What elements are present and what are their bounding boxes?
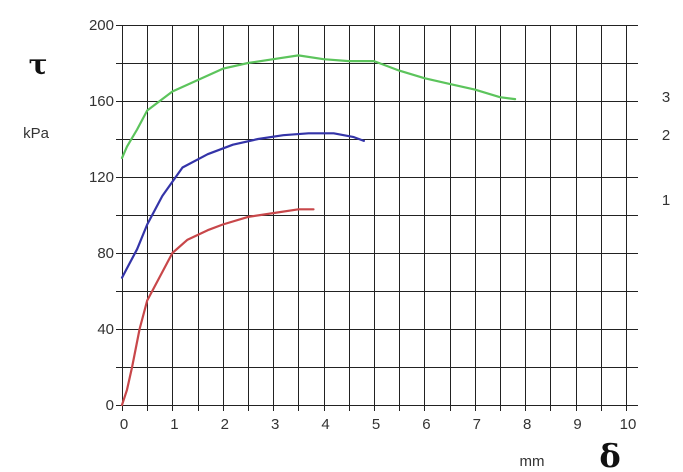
curve-labels: 1 2 3 bbox=[662, 89, 670, 209]
x-axis-unit: mm bbox=[520, 453, 545, 470]
y-tick-label: 40 bbox=[97, 321, 114, 338]
x-tick-label: 0 bbox=[120, 416, 128, 433]
y-tick-label: 80 bbox=[97, 245, 114, 262]
curve-label-3: 3 bbox=[662, 89, 670, 106]
x-tick-label: 10 bbox=[620, 416, 637, 433]
x-tick-label: 9 bbox=[573, 416, 581, 433]
y-tick-label: 160 bbox=[89, 93, 114, 110]
y-tick-label: 200 bbox=[89, 17, 114, 34]
y-tick-label: 0 bbox=[106, 397, 114, 414]
curve-1 bbox=[120, 208, 315, 407]
x-tick-label: 1 bbox=[170, 416, 178, 433]
curve-label-2: 2 bbox=[662, 127, 670, 144]
curve-3 bbox=[120, 54, 517, 160]
grid bbox=[116, 25, 638, 411]
x-tick-label: 7 bbox=[473, 416, 481, 433]
x-tick-label: 4 bbox=[321, 416, 329, 433]
y-axis-unit: kPa bbox=[23, 125, 50, 142]
x-tick-labels: 0 1 2 3 4 5 6 7 8 9 10 bbox=[120, 416, 637, 433]
x-tick-label: 5 bbox=[372, 416, 380, 433]
x-tick-label: 2 bbox=[221, 416, 229, 433]
y-axis-symbol: τ bbox=[29, 48, 48, 81]
curve-label-1: 1 bbox=[662, 192, 670, 209]
curve-2 bbox=[120, 132, 365, 279]
y-tick-label: 120 bbox=[89, 169, 114, 186]
x-axis-symbol: δ bbox=[599, 437, 620, 472]
x-tick-label: 3 bbox=[271, 416, 279, 433]
data-curves bbox=[120, 54, 517, 407]
y-tick-labels: 0 40 80 120 160 200 bbox=[89, 17, 114, 414]
x-tick-label: 8 bbox=[523, 416, 531, 433]
x-tick-label: 6 bbox=[422, 416, 430, 433]
